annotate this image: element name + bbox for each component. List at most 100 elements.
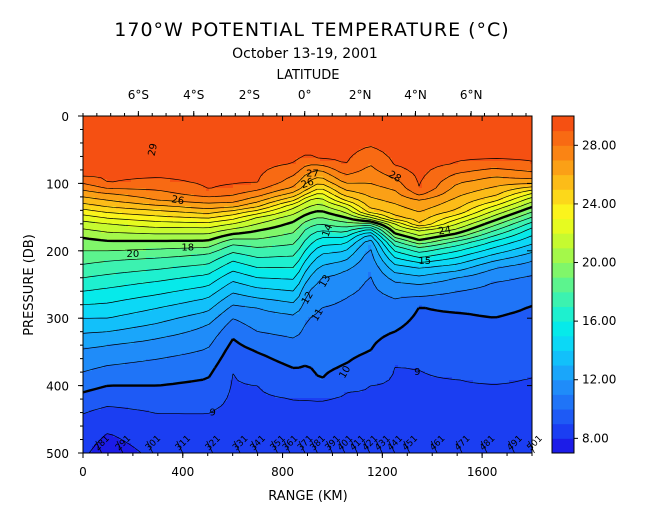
field-cell [101, 383, 105, 387]
field-cell [116, 203, 120, 207]
field-cell [116, 278, 120, 282]
field-cell [122, 257, 126, 261]
field-cell [104, 272, 108, 276]
field-cell [95, 227, 99, 231]
field-cell [113, 116, 117, 120]
field-cell [119, 257, 123, 261]
field-cell [140, 122, 144, 126]
field-cell [125, 359, 129, 363]
field-cell [98, 296, 102, 300]
field-cell [107, 227, 111, 231]
field-cell [89, 278, 93, 282]
field-cell [98, 338, 102, 342]
field-cell [98, 161, 102, 165]
field-cell [110, 275, 114, 279]
field-cell [107, 152, 111, 156]
field-cell [131, 260, 135, 264]
field-cell [140, 164, 144, 168]
field-cell [101, 332, 105, 336]
field-cell [104, 398, 108, 402]
field-cell [92, 260, 96, 264]
field-cell [113, 437, 117, 441]
field-cell [98, 320, 102, 324]
field-cell [86, 323, 90, 327]
field-cell [122, 299, 126, 303]
field-cell [101, 206, 105, 210]
field-cell [110, 185, 114, 189]
field-cell [131, 272, 135, 276]
field-cell [113, 308, 117, 312]
field-cell [140, 149, 144, 153]
field-cell [125, 134, 129, 138]
field-cell [110, 356, 114, 360]
field-cell [89, 416, 93, 420]
field-cell [131, 290, 135, 294]
field-cell [98, 125, 102, 129]
field-cell [125, 350, 129, 354]
field-cell [89, 137, 93, 141]
field-cell [113, 191, 117, 195]
field-cell [107, 116, 111, 120]
field-cell [107, 449, 111, 453]
field-cell [113, 350, 117, 354]
field-cell [125, 437, 129, 441]
field-cell [86, 353, 90, 357]
field-cell [107, 398, 111, 402]
field-cell [86, 251, 90, 255]
field-cell [110, 299, 114, 303]
field-cell [110, 116, 114, 120]
field-cell [128, 167, 132, 171]
field-cell [113, 296, 117, 300]
field-cell [116, 389, 120, 393]
field-cell [119, 374, 123, 378]
field-cell [137, 212, 141, 216]
field-cell [89, 149, 93, 153]
field-cell [86, 173, 90, 177]
field-cell [107, 131, 111, 135]
field-cell [125, 242, 129, 246]
field-cell [128, 254, 132, 258]
field-cell [131, 419, 135, 423]
field-cell [95, 200, 99, 204]
field-cell [92, 254, 96, 258]
field-cell [137, 125, 141, 129]
field-cell [95, 245, 99, 249]
field-cell [107, 254, 111, 258]
field-cell [89, 158, 93, 162]
field-cell [116, 302, 120, 306]
field-cell [110, 380, 114, 384]
field-cell [128, 125, 132, 129]
field-cell [128, 260, 132, 264]
field-cell [89, 299, 93, 303]
field-cell [128, 371, 132, 375]
field-cell [98, 152, 102, 156]
field-cell [107, 179, 111, 183]
field-cell [134, 116, 138, 120]
field-cell [110, 359, 114, 363]
field-cell [92, 341, 96, 345]
field-cell [104, 314, 108, 318]
field-cell [92, 398, 96, 402]
field-cell [113, 332, 117, 336]
field-cell [83, 266, 87, 270]
field-cell [116, 371, 120, 375]
field-cell [107, 137, 111, 141]
field-cell [98, 332, 102, 336]
field-cell [95, 443, 99, 447]
field-cell [98, 419, 102, 423]
field-cell [134, 416, 138, 420]
field-cell [86, 425, 90, 429]
field-cell [89, 419, 93, 423]
field-cell [101, 185, 105, 189]
field-cell [110, 176, 114, 180]
field-cell [92, 419, 96, 423]
field-cell [116, 386, 120, 390]
field-cell [134, 401, 138, 405]
field-cell [134, 266, 138, 270]
field-cell [95, 392, 99, 396]
field-cell [89, 236, 93, 240]
field-cell [131, 299, 135, 303]
field-cell [95, 191, 99, 195]
field-cell [116, 422, 120, 426]
field-cell [122, 128, 126, 132]
